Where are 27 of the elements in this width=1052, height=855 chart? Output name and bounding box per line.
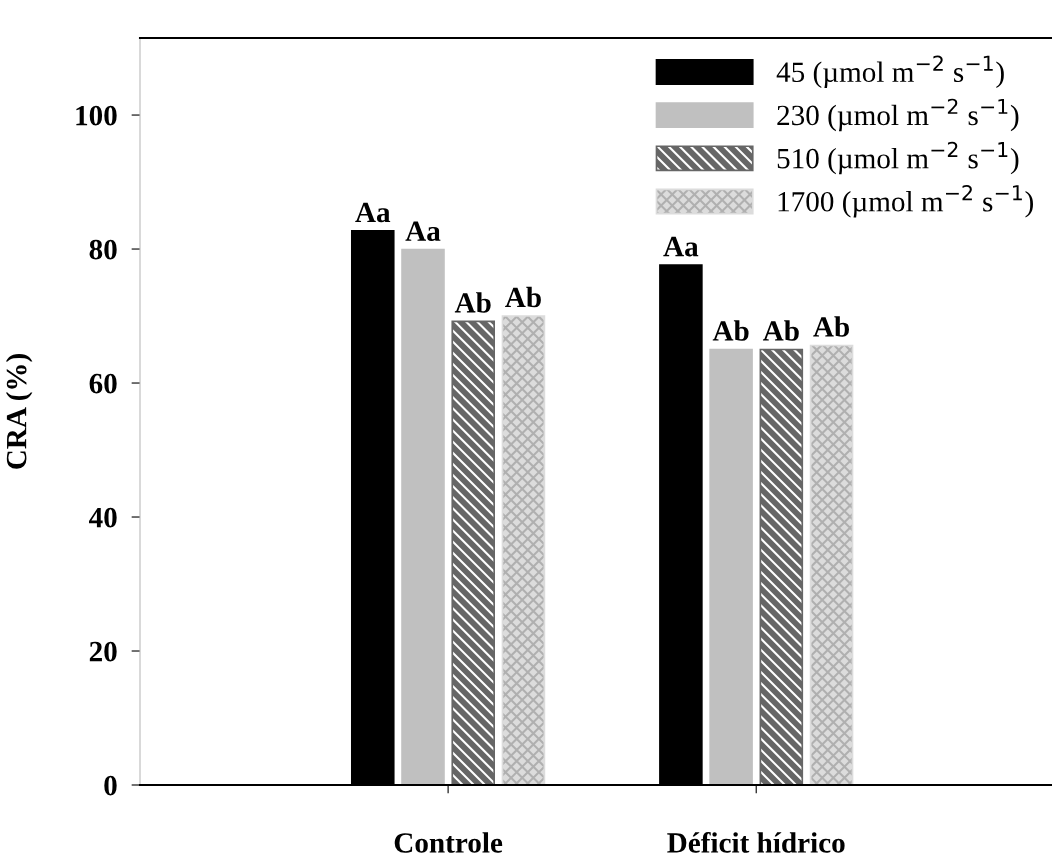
y-tick-label: 100 <box>76 105 117 126</box>
y-tick-label: 60 <box>89 373 117 394</box>
data-label: Aa <box>355 202 391 223</box>
bar <box>709 348 753 785</box>
data-label: Ab <box>505 286 541 308</box>
x-tick-label: Controle <box>394 832 503 853</box>
bar <box>501 315 546 785</box>
data-label: Aa <box>405 221 441 241</box>
legend-label: 45 (µmol m$^{−2}$ s$^{−1}$) <box>776 55 1004 89</box>
data-label: Aa <box>663 236 699 257</box>
y-tick-label: 80 <box>89 239 117 260</box>
bar <box>451 320 496 785</box>
y-tick-label: 20 <box>89 641 117 662</box>
bar <box>759 348 804 785</box>
legend-label: 510 (µmol m$^{−2}$ s$^{−1}$) <box>777 141 1019 175</box>
x-tick-label: Déficit hídrico <box>667 831 845 853</box>
data-label: Ab <box>454 292 491 313</box>
y-axis-title: CRA (%) <box>5 354 33 469</box>
legend-label: 230 (µmol m$^{−2}$ s$^{−1}$) <box>777 98 1019 132</box>
data-label: Ab <box>762 320 799 341</box>
legend-label: 1700 (µmol m$^{−2}$ s$^{−1}$) <box>778 185 1033 218</box>
y-tick-label: 0 <box>104 775 117 796</box>
y-tick-label: 40 <box>89 507 117 528</box>
bar <box>401 248 445 785</box>
bar <box>809 344 854 785</box>
data-label: Ab <box>712 320 749 341</box>
data-label: Ab <box>813 316 850 337</box>
